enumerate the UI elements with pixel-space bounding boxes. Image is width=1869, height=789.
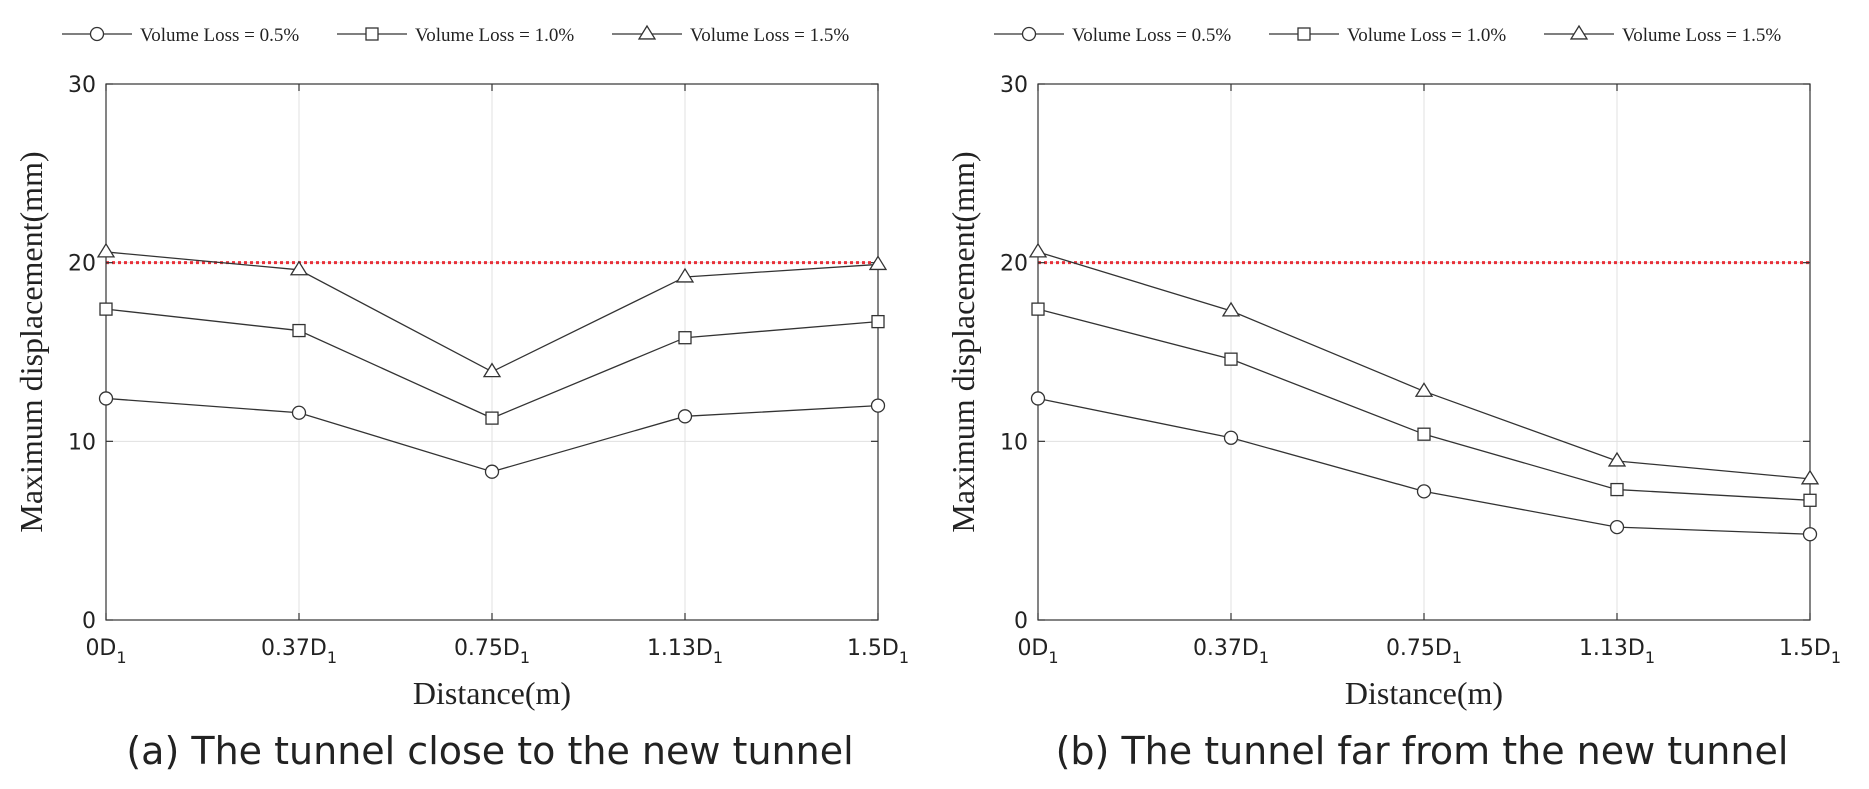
- data-point-square: [871, 314, 885, 329]
- legend-marker-triangle: [1569, 24, 1589, 40]
- data-point-circle: [1802, 527, 1818, 542]
- y-tick-label: 10: [1000, 430, 1028, 455]
- y-axis-label: Maximum displacement(mm): [945, 151, 981, 532]
- data-point-square: [1610, 482, 1624, 497]
- legend-marker-square: [365, 27, 379, 41]
- data-point-circle: [1416, 484, 1432, 499]
- y-tick-label: 10: [68, 430, 96, 455]
- data-point-triangle: [1221, 301, 1241, 317]
- legend-marker-circle: [1021, 26, 1037, 42]
- data-point-circle: [1030, 391, 1046, 406]
- x-tick-label: 0.37D1: [1193, 636, 1269, 667]
- data-point-square: [485, 411, 499, 425]
- data-point-triangle: [868, 255, 888, 271]
- x-tick-label: 0.75D1: [454, 636, 530, 667]
- data-point-circle: [677, 409, 693, 424]
- y-tick-label: 30: [68, 73, 96, 98]
- panel-caption: (b) The tunnel far from the new tunnel: [1056, 729, 1789, 773]
- data-point-square: [1031, 302, 1045, 316]
- data-point-triangle: [482, 362, 502, 378]
- data-point-circle: [870, 398, 886, 413]
- data-point-circle: [484, 464, 500, 479]
- legend-label-2: Volume Loss = 1.5%: [1622, 25, 1781, 46]
- x-axis-label: Distance(m): [413, 675, 571, 711]
- data-point-triangle: [96, 242, 116, 258]
- data-point-triangle: [1800, 469, 1820, 485]
- data-point-circle: [291, 405, 307, 420]
- x-axis-label: Distance(m): [1345, 675, 1503, 711]
- legend-marker-triangle: [637, 24, 657, 40]
- data-point-triangle: [1607, 451, 1627, 467]
- legend-label-2: Volume Loss = 1.5%: [690, 25, 849, 46]
- chart-panel-b: Volume Loss = 0.5% Volume Loss = 1.0% Volu…: [945, 24, 1841, 773]
- x-tick-label: 1.13D1: [647, 636, 723, 667]
- data-point-circle: [1609, 519, 1625, 535]
- y-tick-label: 0: [1014, 609, 1028, 634]
- data-point-triangle: [1414, 382, 1434, 397]
- data-point-square: [99, 302, 113, 316]
- legend-label-0: Volume Loss = 0.5%: [140, 25, 299, 46]
- data-point-square: [1803, 493, 1817, 507]
- y-axis-label: Maximum displacement(mm): [13, 151, 49, 532]
- x-tick-label: 0D1: [1017, 636, 1058, 667]
- x-tick-label: 1.5D1: [1779, 636, 1841, 667]
- legend-label-0: Volume Loss = 0.5%: [1072, 25, 1231, 46]
- data-point-square: [678, 331, 692, 345]
- x-tick-label: 0D1: [85, 636, 126, 667]
- data-point-triangle: [675, 267, 695, 283]
- x-tick-label: 1.5D1: [847, 636, 909, 667]
- data-point-circle: [98, 391, 114, 406]
- panel-caption: (a) The tunnel close to the new tunnel: [126, 729, 853, 773]
- legend-label-1: Volume Loss = 1.0%: [1347, 25, 1506, 46]
- legend-label-1: Volume Loss = 1.0%: [415, 25, 574, 46]
- x-tick-label: 0.37D1: [261, 636, 337, 667]
- y-tick-label: 0: [82, 609, 96, 634]
- chart-panel-a: Volume Loss = 0.5% Volume Loss = 1.0% Volu…: [13, 24, 909, 773]
- data-point-square: [1224, 352, 1238, 366]
- data-point-triangle: [289, 260, 309, 276]
- data-point-square: [1417, 427, 1431, 441]
- data-point-triangle: [1028, 242, 1048, 258]
- y-tick-label: 20: [1000, 252, 1028, 277]
- y-tick-label: 30: [1000, 73, 1028, 98]
- x-tick-label: 0.75D1: [1386, 636, 1462, 667]
- legend-marker-square: [1297, 27, 1311, 41]
- x-tick-label: 1.13D1: [1579, 636, 1655, 667]
- y-tick-label: 20: [68, 252, 96, 277]
- legend-marker-circle: [89, 26, 105, 42]
- data-point-circle: [1223, 430, 1239, 445]
- data-point-square: [292, 323, 306, 338]
